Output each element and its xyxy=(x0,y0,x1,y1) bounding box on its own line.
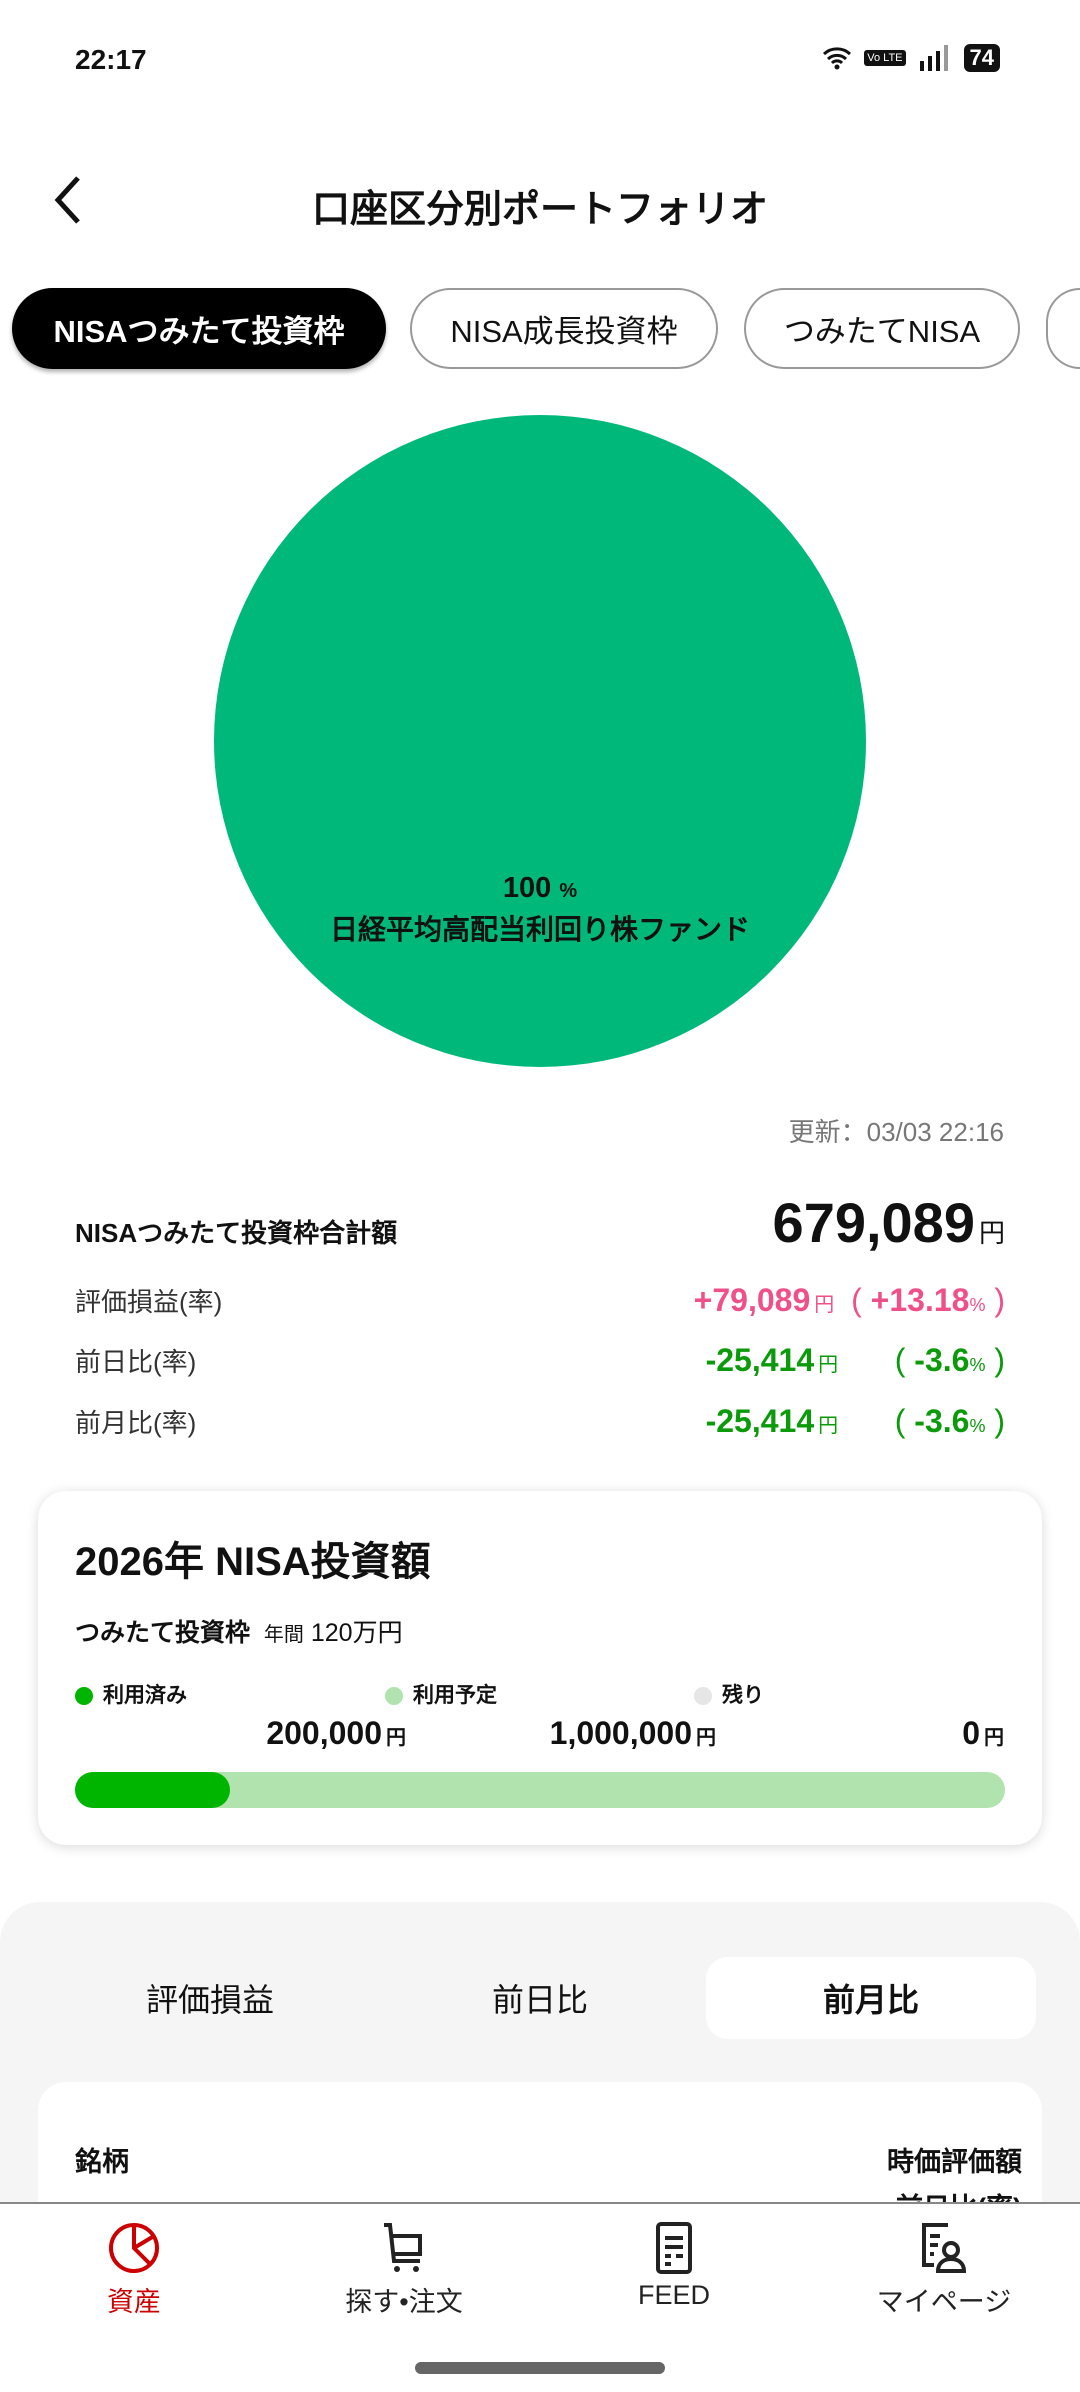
back-arrow-icon[interactable] xyxy=(48,172,88,228)
pie-chart-icon xyxy=(109,2223,159,2273)
updated-time: 更新：03/03 22:16 xyxy=(788,1117,1004,1147)
chip-nisa-growth[interactable]: NISA成長投資枠 xyxy=(410,288,718,369)
profile-icon xyxy=(922,2223,967,2273)
total-value: 679,089 xyxy=(772,1191,975,1254)
volte-icon: Vo LTE xyxy=(864,50,906,66)
nav-assets[interactable]: 資産 xyxy=(14,2222,254,2319)
planned-value: 1,000,000 円 xyxy=(549,1715,716,1751)
signal-icon xyxy=(919,45,948,71)
row-label: 前月比(率) xyxy=(75,1408,197,1438)
home-indicator[interactable] xyxy=(415,2362,665,2374)
page-title: 口座区分別ポートフォリオ xyxy=(311,189,768,231)
total-row: NISAつみたて投資枠合計額 679,089 円 xyxy=(75,1190,1005,1255)
chip-tsumitate-nisa[interactable]: つみたてNISA xyxy=(744,288,1020,369)
card-subtitle: つみたて投資枠 年間 120万円 xyxy=(75,1619,403,1647)
row-value: +79,089 円 ( +13.18% ) xyxy=(693,1282,1005,1318)
card-title: 2026年 NISA投資額 xyxy=(75,1540,431,1584)
total-label: NISAつみたて投資枠合計額 xyxy=(75,1218,398,1248)
tab-month-change[interactable]: 前月比 xyxy=(706,1957,1036,2039)
summary-row: 評価損益(率) +79,089 円 ( +13.18% ) xyxy=(75,1282,1005,1319)
chip-nisa-tsumitate[interactable]: NISAつみたて投資枠 xyxy=(12,288,386,369)
nav-mypage[interactable]: マイページ xyxy=(824,2222,1064,2319)
pie-slice[interactable] xyxy=(214,415,866,1067)
legend-planned: 利用予定 xyxy=(385,1679,497,1709)
cart-icon xyxy=(384,2223,422,2272)
progress-bar-used xyxy=(75,1772,231,1808)
tab-day-change[interactable]: 前日比 xyxy=(491,1982,588,2018)
nav-search-order[interactable]: 探す•注文 xyxy=(284,2222,524,2319)
bottom-nav xyxy=(0,2202,1080,2392)
summary-row: 前日比(率) -25,414 円 ( -3.6% ) xyxy=(75,1342,1005,1379)
legend-remaining: 残り xyxy=(694,1679,764,1709)
document-icon xyxy=(656,2222,692,2274)
nav-label: FEED xyxy=(637,2280,710,2310)
legend-used: 利用済み xyxy=(75,1679,187,1709)
status-icons: Vo LTE 74 xyxy=(822,44,1000,72)
col-header-name: 銘柄 xyxy=(75,2147,129,2177)
chip-more[interactable] xyxy=(1046,288,1080,369)
used-value: 200,000 円 xyxy=(266,1715,406,1751)
yen-unit: 円 xyxy=(978,1218,1005,1248)
col-header-value: 時価評価額 xyxy=(887,2147,1022,2177)
row-label: 評価損益(率) xyxy=(75,1287,223,1317)
progress-bar xyxy=(75,1772,1005,1808)
nav-feed[interactable]: FEED xyxy=(554,2222,794,2311)
row-value: -25,414 円 ( -3.6% ) xyxy=(705,1403,1005,1439)
wifi-icon xyxy=(823,47,852,70)
row-label: 前日比(率) xyxy=(75,1347,197,1377)
nav-label: マイページ xyxy=(876,2287,1012,2317)
pie-label-name: 日経平均高配当利回り株ファンド xyxy=(329,914,750,945)
row-value: -25,414 円 ( -3.6% ) xyxy=(705,1342,1005,1378)
pie-label-percent: 100 % xyxy=(502,872,578,904)
battery-icon: 74 xyxy=(963,44,1000,72)
nav-label: 資産 xyxy=(107,2287,161,2317)
summary-row: 前月比(率) -25,414 円 ( -3.6% ) xyxy=(75,1403,1005,1440)
tab-valuation-pl[interactable]: 評価損益 xyxy=(145,1982,274,2018)
nav-label: 探す•注文 xyxy=(345,2287,463,2317)
nisa-investment-card: 2026年 NISA投資額 つみたて投資枠 年間 120万円 利用済み 利用予定… xyxy=(38,1491,1042,1845)
status-time: 22:17 xyxy=(75,44,147,75)
